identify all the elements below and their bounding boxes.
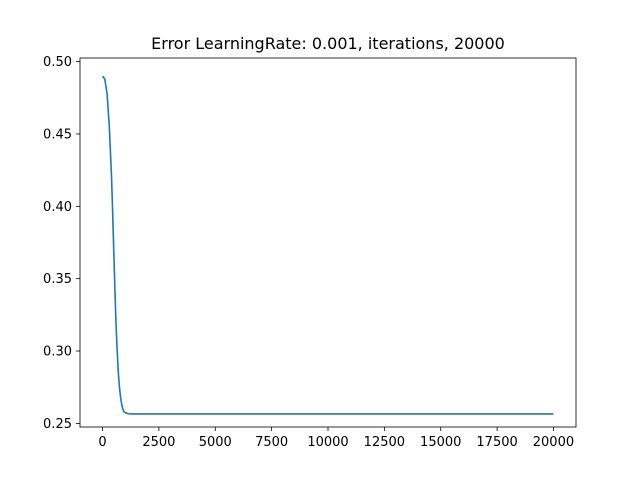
axes-frame [79, 57, 577, 428]
y-tick-label: 0.35 [43, 272, 72, 287]
plot-area: 0 2500 5000 7500 10000 12500 15000 17500 20000 0.… [43, 55, 577, 450]
x-tick-label: 20000 [533, 435, 574, 450]
x-tick-label: 7500 [255, 435, 288, 450]
y-tick-label: 0.25 [43, 417, 72, 432]
y-tick-label: 0.40 [43, 200, 72, 215]
y-tick-label: 0.30 [43, 345, 72, 360]
x-tick-label: 10000 [307, 435, 348, 450]
x-tick-label: 12500 [364, 435, 405, 450]
y-tick-label: 0.50 [43, 55, 72, 70]
y-tick-label: 0.45 [43, 127, 72, 142]
x-tick-label: 17500 [476, 435, 517, 450]
chart-title: Error LearningRate: 0.001, iterations, 2… [151, 34, 505, 53]
x-tick-label: 0 [98, 435, 106, 450]
x-tick-label: 15000 [420, 435, 461, 450]
x-tick-label: 2500 [142, 435, 175, 450]
x-tick-label: 5000 [199, 435, 232, 450]
series-line-0 [101, 75, 554, 415]
